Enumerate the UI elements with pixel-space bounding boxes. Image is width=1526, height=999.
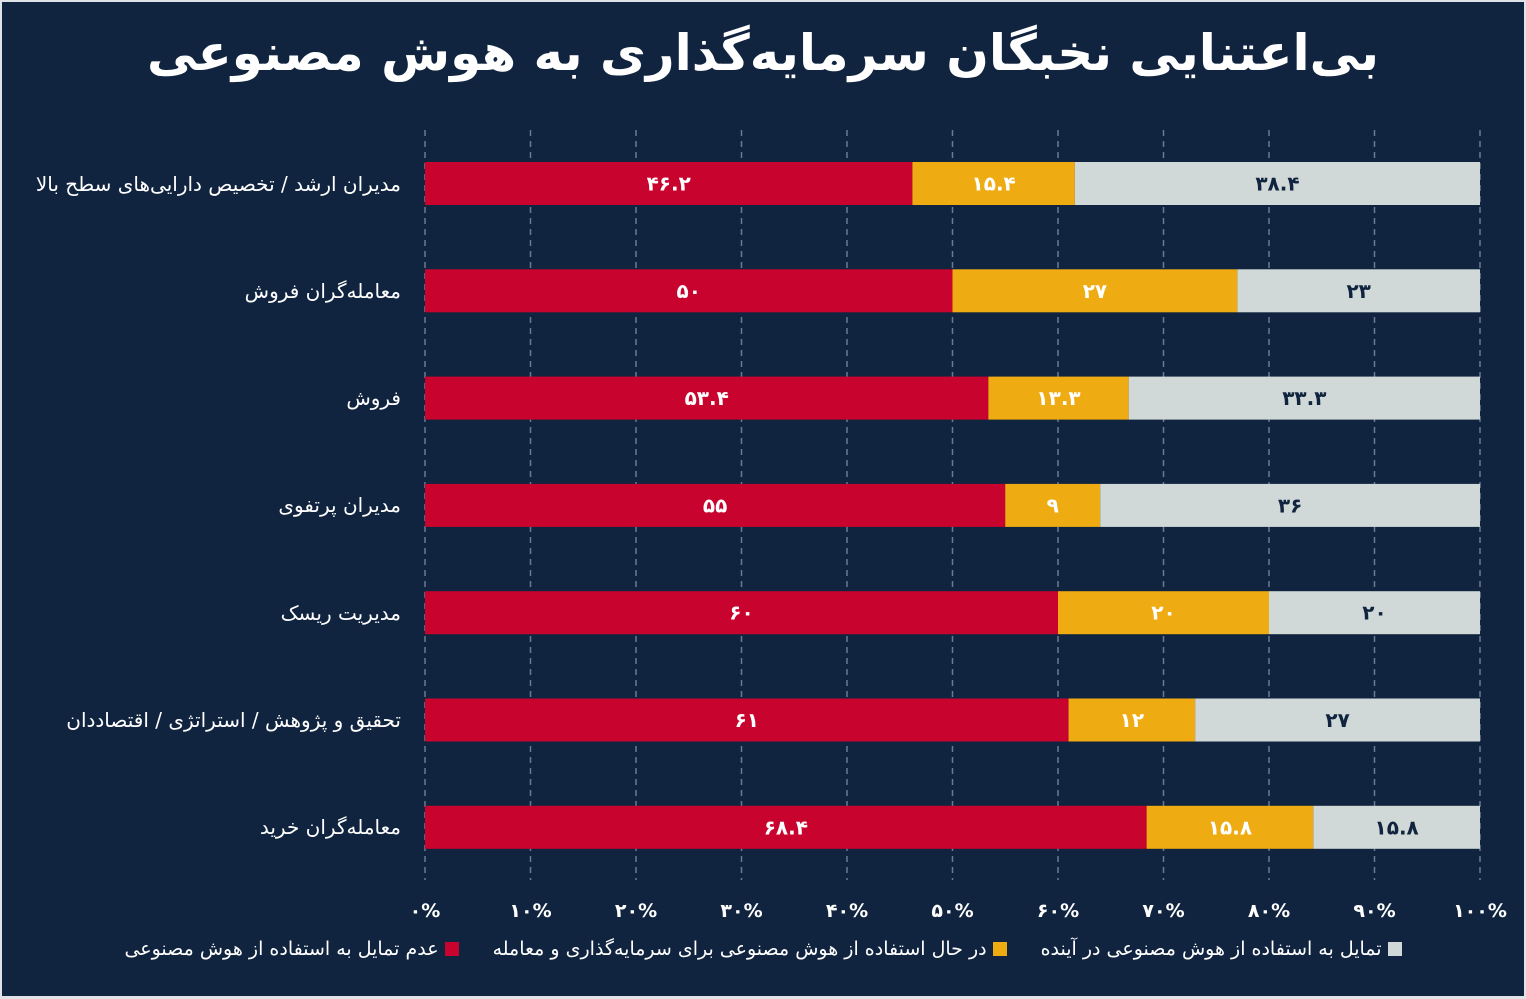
bar-segment: [1005, 483, 1101, 527]
data-label: ۲۰: [1362, 601, 1386, 625]
bar-segment: [912, 162, 1075, 205]
data-label: ۱۵.۴: [972, 172, 1016, 196]
bar-segment: [952, 269, 1238, 313]
x-tick-label: ۱۰%: [509, 900, 551, 922]
bar-segment: [1068, 698, 1196, 742]
bar-segment: [1237, 269, 1480, 313]
data-label: ۲۷: [1083, 279, 1107, 303]
category-label: معامله‌گران فروش: [244, 278, 401, 303]
chart-title: بی‌اعتنایی نخبگان سرمایه‌گذاری به هوش مص…: [146, 24, 1380, 82]
x-tick-label: ۷۰%: [1142, 900, 1184, 922]
bar-segment: [1058, 591, 1269, 635]
bar-segment: [1074, 162, 1480, 205]
data-label: ۶۰: [729, 601, 753, 625]
legend-label: عدم تمایل به استفاده از هوش مصنوعی: [124, 938, 439, 960]
legend-item-using: در حال استفاده از هوش مصنوعی برای سرمایه…: [493, 938, 1007, 960]
legend-swatch: [992, 942, 1007, 956]
legend-label: تمایل به استفاده از هوش مصنوعی در آینده: [1040, 938, 1382, 960]
legend-swatch: [444, 942, 459, 956]
x-tick-label: ۳۰%: [720, 900, 762, 922]
data-label: ۳۳.۳: [1282, 386, 1326, 410]
bar-segment: [425, 591, 1058, 635]
x-tick-label: ۹۰%: [1353, 900, 1395, 922]
data-label: ۱۵.۸: [1375, 815, 1419, 839]
x-tick-label: ۰%: [410, 900, 441, 922]
bar-segment: [425, 162, 913, 205]
bar-segment: [425, 483, 1006, 527]
legend-item-unwilling: عدم تمایل به استفاده از هوش مصنوعی: [124, 938, 459, 960]
bar-segment: [1313, 805, 1480, 849]
category-label: فروش: [346, 386, 401, 411]
data-label: ۵۵: [703, 493, 727, 517]
bar-segment: [1146, 805, 1314, 849]
legend: تمایل به استفاده از هوش مصنوعی در آینده …: [10, 938, 1516, 960]
bar-segment: [1195, 698, 1480, 742]
legend-item-future: تمایل به استفاده از هوش مصنوعی در آینده: [1041, 938, 1402, 960]
bar-segment: [988, 376, 1129, 420]
category-label: مدیریت ریسک: [280, 600, 401, 625]
x-tick-label: ۶۰%: [1037, 900, 1079, 922]
legend-label: در حال استفاده از هوش مصنوعی برای سرمایه…: [492, 938, 987, 960]
x-tick-label: ۵۰%: [931, 900, 973, 922]
data-label: ۹: [1047, 493, 1059, 517]
bar-segment: [425, 269, 953, 313]
data-label: ۳۸.۴: [1255, 172, 1299, 196]
data-label: ۴۶.۲: [647, 172, 691, 196]
category-label: مدیران پرتفوی: [278, 493, 401, 518]
data-label: ۱۲: [1120, 708, 1144, 732]
x-tick-label: ۲۰%: [615, 900, 657, 922]
bar-segment: [1100, 483, 1480, 527]
data-label: ۶۸.۴: [764, 815, 808, 839]
data-label: ۵۳.۴: [685, 386, 729, 410]
legend-swatch: [1387, 942, 1402, 956]
data-label: ۱۵.۸: [1208, 815, 1252, 839]
data-label: ۵۰: [677, 279, 701, 303]
category-label: معامله‌گران خرید: [259, 815, 401, 840]
x-tick-label: ۸۰%: [1248, 900, 1290, 922]
x-tick-label: ۴۰%: [826, 900, 868, 922]
data-label: ۱۳.۳: [1036, 386, 1080, 410]
category-label: تحقیق و پژوهش / استراتژی / اقتصاددان: [66, 708, 401, 732]
data-label: ۶۱: [735, 708, 759, 732]
bar-segment: [425, 376, 989, 420]
data-label: ۲۰: [1151, 601, 1175, 625]
bar-segment: [1128, 376, 1480, 420]
x-tick-label: ۱۰۰%: [1453, 900, 1507, 922]
bar-segment: [1269, 591, 1480, 635]
category-label: مدیران ارشد / تخصیص دارایی‌های سطح بالا: [35, 171, 401, 196]
data-label: ۲۷: [1325, 708, 1349, 732]
bar-segment: [425, 805, 1147, 849]
bar-segment: [425, 698, 1069, 742]
data-label: ۳۶: [1278, 493, 1302, 517]
data-label: ۲۳: [1346, 279, 1370, 303]
